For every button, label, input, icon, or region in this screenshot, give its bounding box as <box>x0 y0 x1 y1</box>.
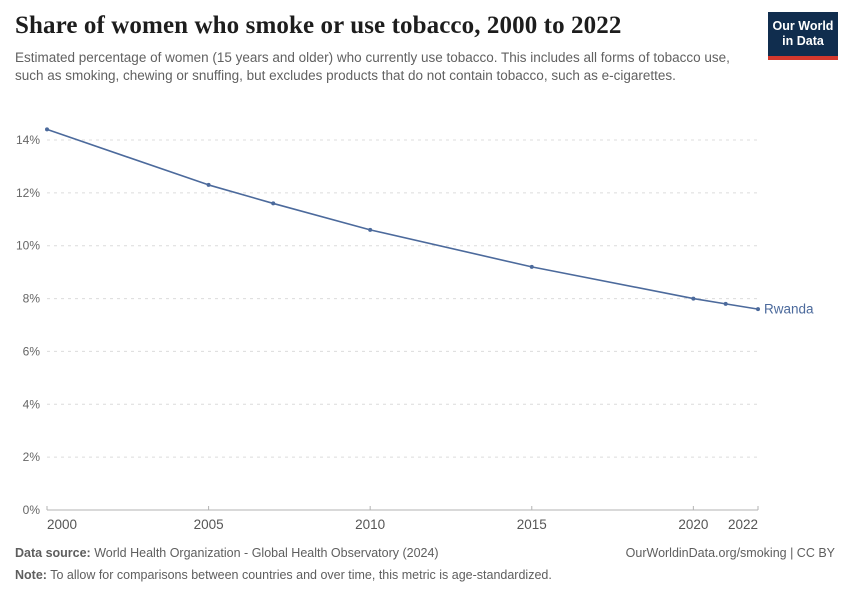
x-tick-label: 2005 <box>194 517 224 532</box>
owid-logo-line1: Our World <box>772 19 834 33</box>
note-text: To allow for comparisons between countri… <box>50 568 552 582</box>
y-tick-label: 2% <box>23 450 41 464</box>
y-tick-label: 14% <box>16 133 40 147</box>
entity-label[interactable]: Rwanda <box>764 302 814 317</box>
data-point[interactable] <box>206 182 211 187</box>
x-tick-label: 2015 <box>517 517 547 532</box>
data-point[interactable] <box>271 201 276 206</box>
y-tick-label: 6% <box>23 344 41 358</box>
x-tick-label: 2020 <box>678 517 708 532</box>
line-chart: 0% 2% 4% 6% 8% 10% 12% 14% 2000 2005 2010 2015 2020 2… <box>16 127 814 532</box>
note-line: Note: To allow for comparisons between c… <box>15 568 835 582</box>
data-point[interactable] <box>45 127 49 132</box>
y-tick-label: 8% <box>23 292 41 306</box>
data-source-text: World Health Organization - Global Healt… <box>94 546 439 560</box>
x-tick-label: 2000 <box>47 517 77 532</box>
data-source-line: Data source: World Health Organization -… <box>15 546 439 560</box>
y-tick-label: 12% <box>16 186 40 200</box>
page-title: Share of women who smoke or use tobacco,… <box>15 12 622 39</box>
data-point[interactable] <box>756 307 760 312</box>
data-point[interactable] <box>723 301 728 306</box>
x-tick-label: 2010 <box>355 517 385 532</box>
owid-logo: Our World in Data <box>768 12 838 60</box>
note-label: Note: <box>15 568 47 582</box>
owid-logo-line2: in Data <box>782 34 824 49</box>
data-point[interactable] <box>691 296 696 301</box>
chart-footer: Data source: World Health Organization -… <box>15 546 835 582</box>
data-point[interactable] <box>368 227 373 232</box>
attribution-link[interactable]: OurWorldinData.org/smoking | CC BY <box>625 546 835 560</box>
data-point[interactable] <box>529 264 534 269</box>
y-tick-label: 4% <box>23 397 41 411</box>
chart-subtitle: Estimated percentage of women (15 years … <box>15 50 730 83</box>
y-tick-label: 0% <box>23 503 41 517</box>
x-tick-label: 2022 <box>728 517 758 532</box>
chart-header: Share of women who smoke or use tobacco,… <box>15 12 760 84</box>
data-source-label: Data source: <box>15 546 91 560</box>
series-line[interactable] <box>46 128 759 310</box>
y-tick-label: 10% <box>16 239 40 253</box>
